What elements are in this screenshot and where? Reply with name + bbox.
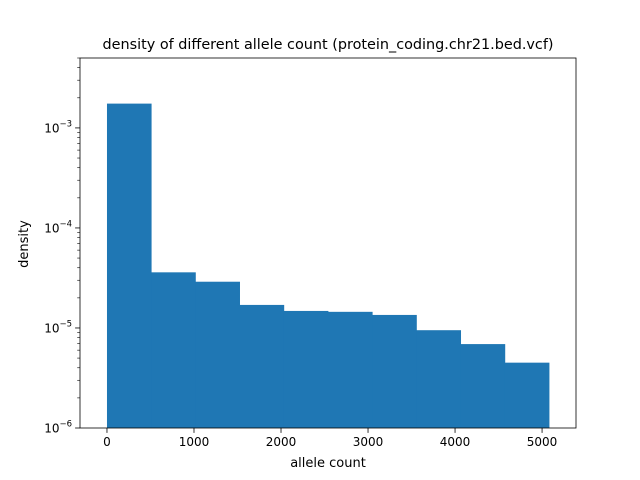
histogram-bar [416,330,462,428]
bars-group [106,103,550,429]
plot-frame [79,57,577,429]
histogram-bar [504,362,550,428]
y-axis-label: density [17,220,32,268]
x-tick-label: 1000 [179,435,210,449]
x-tick-label: 2000 [266,435,297,449]
histogram-bar [151,272,196,428]
x-tick-label: 3000 [353,435,384,449]
y-tick-label: 10−3 [44,119,72,135]
x-tick-label: 0 [103,435,111,449]
histogram-bar [328,311,373,428]
y-tick-label: 10−4 [44,219,72,235]
chart-title: density of different allele count (prote… [102,37,553,53]
y-tick-label: 10−6 [44,420,72,436]
x-tick-label: 5000 [527,435,558,449]
y-tick-label: 10−5 [44,319,72,335]
histogram-bar [106,103,152,429]
histogram-bar [372,314,417,428]
x-tick-label: 4000 [440,435,471,449]
histogram-bar [283,310,329,428]
axes-group: 0 1000 2000 3000 4000 5000 10−6 10−5 10−4 10−3 [44,57,577,449]
histogram-bar [195,281,240,428]
histogram-bar [460,344,506,428]
x-axis-label: allele count [290,456,366,471]
histogram-bar [239,304,285,428]
